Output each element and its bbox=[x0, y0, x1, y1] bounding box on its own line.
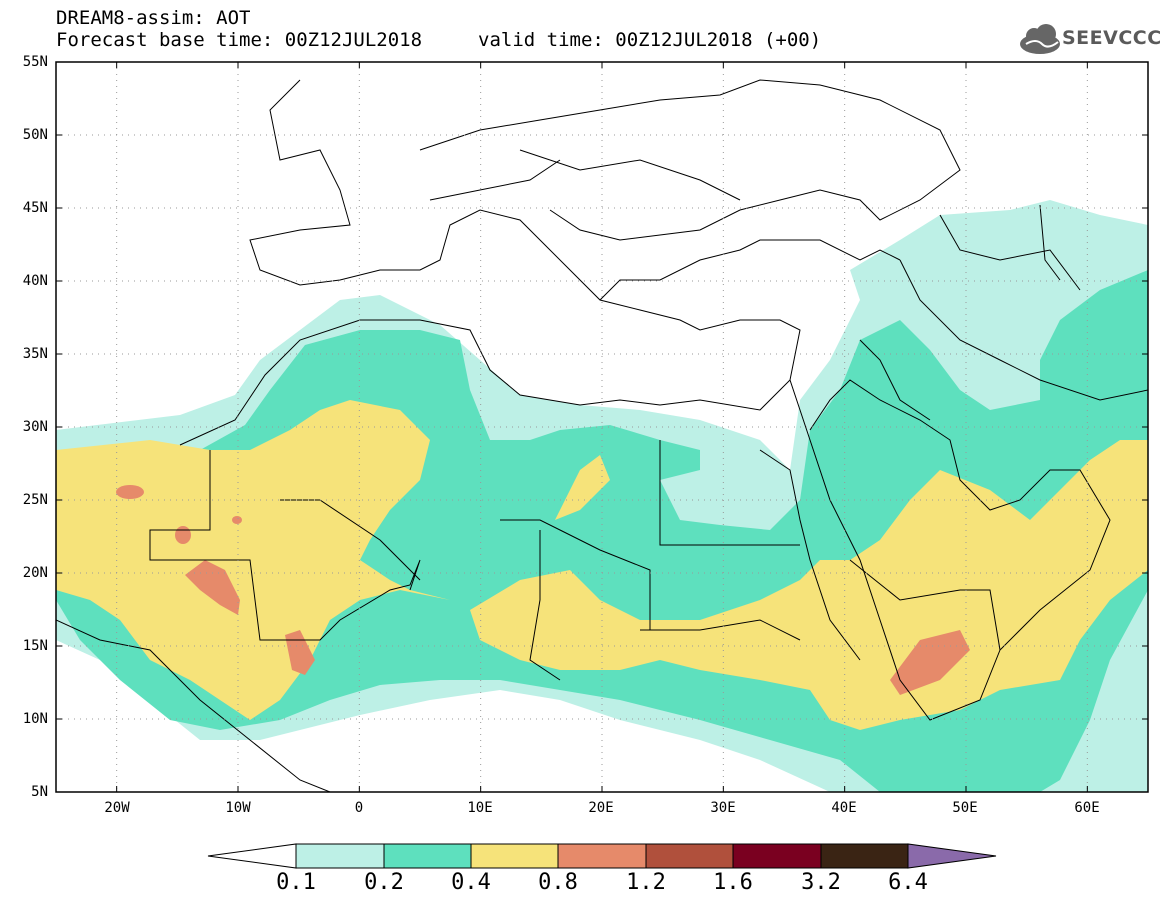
aot-level-0.4 bbox=[56, 400, 1148, 730]
lon-label-50e: 50E bbox=[952, 800, 978, 816]
colorbar-label-0.8: 0.8 bbox=[538, 870, 578, 895]
colorbar-label-1.6: 1.6 bbox=[713, 870, 753, 895]
lat-label-30n: 30N bbox=[22, 419, 48, 435]
colorbar-label-1.2: 1.2 bbox=[626, 870, 666, 895]
lat-label-20n: 20N bbox=[22, 565, 48, 581]
colorbar-label-0.4: 0.4 bbox=[451, 870, 491, 895]
lon-label-20w: 20W bbox=[104, 800, 130, 816]
lat-label-10n: 10N bbox=[22, 711, 48, 727]
gridlines bbox=[56, 62, 1148, 792]
colorbar-swatch-3 bbox=[557, 843, 647, 869]
colorbar-label-6.4: 6.4 bbox=[888, 870, 928, 895]
lon-label-0: 0 bbox=[354, 800, 364, 816]
lon-label-30e: 30E bbox=[710, 800, 736, 816]
lat-label-50n: 50N bbox=[22, 127, 48, 143]
coastlines bbox=[56, 79, 1148, 792]
cloud-icon bbox=[1020, 24, 1060, 54]
colorbar-over-arrow bbox=[907, 843, 997, 869]
colorbar-label-0.2: 0.2 bbox=[364, 870, 404, 895]
colorbar-swatch-6 bbox=[820, 843, 909, 869]
lat-label-25n: 25N bbox=[22, 492, 48, 508]
lon-label-10w: 10W bbox=[225, 800, 251, 816]
axis-ticks bbox=[56, 61, 1148, 793]
seevccc-logo bbox=[1020, 24, 1060, 54]
colorbar-under-arrow bbox=[207, 843, 297, 869]
lat-label-40n: 40N bbox=[22, 273, 48, 289]
colorbar-swatch-4 bbox=[645, 843, 734, 869]
lon-label-10e: 10E bbox=[467, 800, 493, 816]
colorbar bbox=[207, 843, 997, 869]
lon-label-40e: 40E bbox=[831, 800, 857, 816]
lat-label-55n: 55N bbox=[22, 54, 48, 70]
valid-time: valid time: 00Z12JUL2018 (+00) bbox=[478, 29, 822, 51]
colorbar-swatch-5 bbox=[732, 843, 822, 869]
lon-label-20e: 20E bbox=[588, 800, 614, 816]
forecast-base-time: Forecast base time: 00Z12JUL2018 bbox=[56, 29, 423, 51]
map-title: DREAM8-assim: AOT bbox=[56, 7, 251, 29]
colorbar-label-3.2: 3.2 bbox=[801, 870, 841, 895]
colorbar-swatch-1 bbox=[383, 843, 472, 869]
lat-label-15n: 15N bbox=[22, 638, 48, 654]
colorbar-swatch-2 bbox=[470, 843, 559, 869]
colorbar-label-0.1: 0.1 bbox=[276, 870, 316, 895]
lat-label-45n: 45N bbox=[22, 200, 48, 216]
lat-label-5n: 5N bbox=[31, 784, 48, 800]
logo-text: SEEVCCC bbox=[1062, 27, 1162, 49]
lon-label-60e: 60E bbox=[1074, 800, 1100, 816]
colorbar-swatch-0 bbox=[295, 843, 385, 869]
lat-label-35n: 35N bbox=[22, 346, 48, 362]
